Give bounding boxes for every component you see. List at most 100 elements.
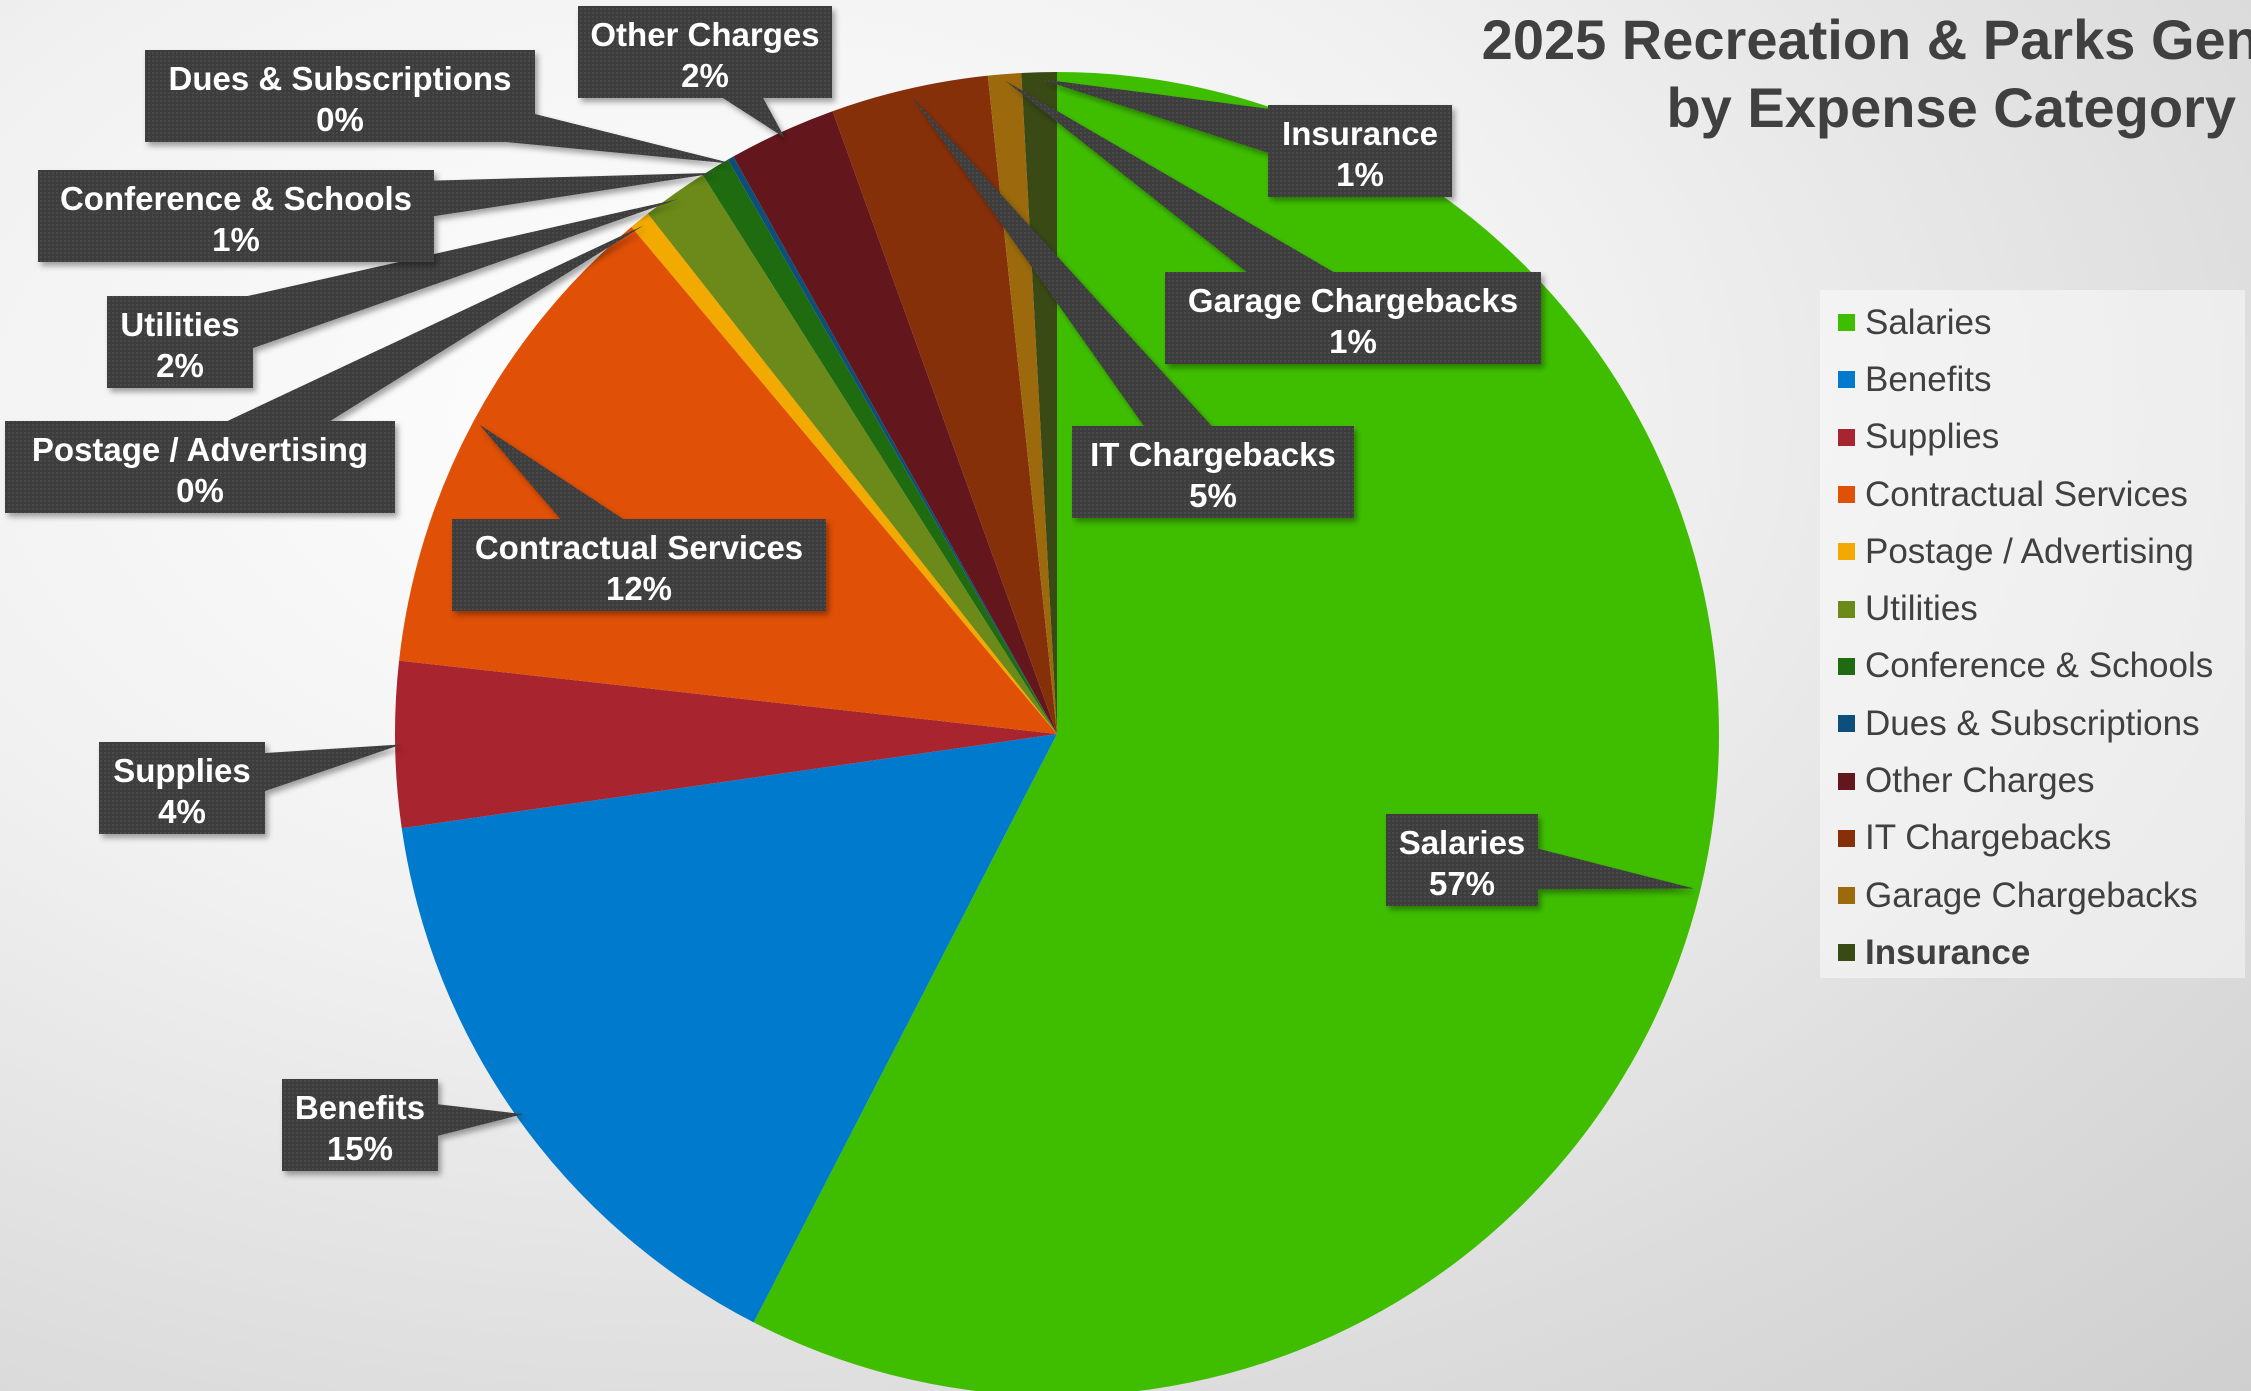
data-label-name: Contractual Services	[475, 529, 803, 566]
legend-swatch	[1838, 657, 1855, 675]
callout-box	[1072, 426, 1354, 518]
callout-box	[38, 170, 434, 262]
legend-label: IT Chargebacks	[1865, 818, 2112, 858]
legend-item-benefits: Benefits	[1838, 351, 2245, 408]
legend-item-supplies: Supplies	[1838, 409, 2245, 466]
legend-label: Other Charges	[1865, 761, 2095, 801]
data-label-other-charges	[578, 6, 832, 138]
chart-title: 2025 Recreation & Parks Gene by Expense …	[1251, 6, 2251, 142]
data-label-percent: 1%	[212, 221, 260, 258]
data-label-percent: 15%	[327, 1130, 393, 1167]
legend-label: Benefits	[1865, 359, 1992, 399]
data-label-name: Supplies	[113, 752, 251, 789]
pie-slice-postage-advertising	[631, 213, 1057, 734]
legend-swatch	[1838, 772, 1855, 790]
data-label-name: Utilities	[120, 306, 239, 343]
legend-label: Postage / Advertising	[1865, 531, 2194, 571]
data-label-salaries	[1386, 814, 1694, 906]
legend-label: Dues & Subscriptions	[1865, 703, 2200, 743]
data-label-percent: 0%	[176, 472, 224, 509]
data-label-name: Postage / Advertising	[32, 431, 368, 468]
legend-swatch	[1838, 887, 1855, 905]
legend-swatch	[1838, 314, 1855, 332]
legend-item-dues-subscriptions: Dues & Subscriptions	[1838, 695, 2245, 752]
data-label-percent: 57%	[1429, 865, 1495, 902]
legend-label: Contractual Services	[1865, 474, 2188, 514]
data-label-insurance	[1039, 78, 1452, 197]
callout-box	[107, 296, 253, 388]
pie-slice-garage-chargebacks	[987, 72, 1057, 734]
data-label-percent: 2%	[156, 347, 204, 384]
data-label-percent: 1%	[1336, 156, 1384, 193]
legend-item-contractual-services: Contractual Services	[1838, 466, 2245, 523]
legend-swatch	[1838, 715, 1855, 733]
legend-item-other-charges: Other Charges	[1838, 752, 2245, 809]
pie-slice-supplies	[395, 660, 1057, 829]
callout-pointer	[910, 95, 1237, 491]
callout-box	[1268, 105, 1452, 197]
data-label-percent: 2%	[681, 57, 729, 94]
data-label-percent: 0%	[316, 101, 364, 138]
legend-swatch	[1838, 944, 1855, 962]
data-label-percent: 4%	[158, 793, 206, 830]
legend-swatch	[1838, 600, 1855, 618]
pie-slice-benefits	[401, 734, 1057, 1323]
pie-slice-utilities	[647, 174, 1057, 734]
legend-swatch	[1838, 486, 1855, 504]
data-label-percent: 12%	[606, 570, 672, 607]
data-label-percent: 5%	[1189, 477, 1237, 514]
legend-item-conference-schools: Conference & Schools	[1838, 638, 2245, 695]
callout-box	[99, 742, 265, 834]
data-label-name: Other Charges	[590, 16, 819, 53]
data-label-name: Benefits	[295, 1089, 425, 1126]
legend-label: Insurance	[1865, 932, 2031, 972]
pie-slice-other-charges	[733, 111, 1057, 734]
callout-box	[145, 50, 535, 142]
legend-item-insurance: Insurance	[1838, 924, 2245, 981]
data-label-callouts: Salaries 57% Benefits 15% Supplies 4% Contract…	[5, 6, 1694, 1171]
data-label-postage-advertising	[5, 225, 644, 513]
data-label-dues-subscriptions	[145, 50, 734, 164]
pie-slice-conference-schools	[702, 159, 1057, 735]
legend-item-utilities: Utilities	[1838, 580, 2245, 637]
legend-swatch	[1838, 829, 1855, 847]
legend-swatch	[1838, 371, 1855, 389]
data-label-contractual-services	[452, 424, 826, 611]
data-label-name: Garage Chargebacks	[1188, 282, 1518, 319]
callout-box	[282, 1079, 438, 1171]
legend-label: Conference & Schools	[1865, 646, 2214, 686]
data-label-utilities	[107, 198, 679, 388]
pie-slice-dues-subscriptions	[727, 156, 1057, 734]
data-label-name: Salaries	[1399, 824, 1526, 861]
legend-label: Salaries	[1865, 302, 1992, 342]
callout-box	[5, 421, 395, 513]
data-label-name: Insurance	[1282, 115, 1438, 152]
legend-swatch	[1838, 428, 1855, 446]
legend: Salaries Benefits Supplies Contractual S…	[1820, 290, 2245, 978]
callout-box	[578, 6, 832, 98]
data-label-garage-chargebacks	[1005, 80, 1541, 364]
legend-swatch	[1838, 543, 1855, 561]
data-label-it-chargebacks	[910, 95, 1354, 518]
data-label-percent: 1%	[1329, 323, 1377, 360]
data-label-supplies	[99, 742, 402, 834]
pie-slice-it-chargebacks	[832, 75, 1057, 734]
legend-item-postage-advertising: Postage / Advertising	[1838, 523, 2245, 580]
callout-box	[1386, 814, 1538, 906]
pie-slice-salaries	[753, 72, 1719, 1391]
legend-label: Utilities	[1865, 589, 1978, 629]
callout-box	[1165, 272, 1541, 364]
chart-title-line-1: 2025 Recreation & Parks Gene	[1481, 8, 2251, 71]
data-label-benefits	[282, 1079, 524, 1171]
callout-box	[452, 519, 826, 611]
legend-label: Garage Chargebacks	[1865, 875, 2198, 915]
data-label-name: IT Chargebacks	[1090, 436, 1336, 473]
legend-item-salaries: Salaries	[1838, 294, 2245, 351]
legend-item-it-chargebacks: IT Chargebacks	[1838, 810, 2245, 867]
legend-item-garage-chargebacks: Garage Chargebacks	[1838, 867, 2245, 924]
legend-label: Supplies	[1865, 417, 2000, 457]
data-label-conference-schools	[38, 170, 719, 262]
data-label-name: Conference & Schools	[60, 180, 412, 217]
chart-title-line-2: by Expense Category	[1666, 76, 2236, 139]
